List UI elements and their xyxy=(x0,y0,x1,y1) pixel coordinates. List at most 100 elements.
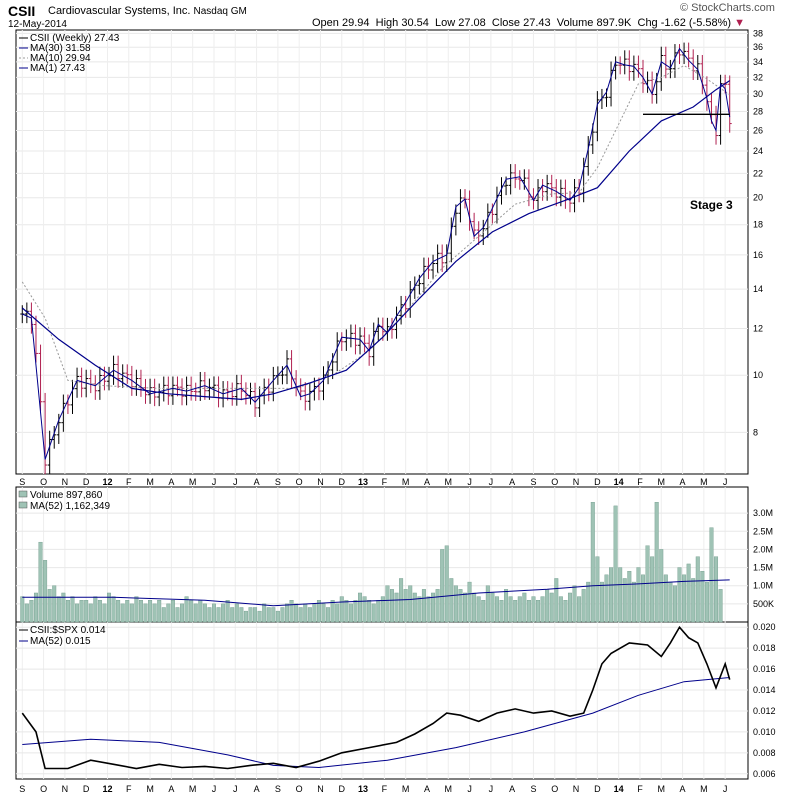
volume-legend-swatch xyxy=(18,501,28,509)
volume-bar xyxy=(709,527,714,623)
volume-bar xyxy=(157,600,162,623)
volume-bar xyxy=(20,596,25,623)
volume-bar xyxy=(289,600,294,623)
x-tick-label: M xyxy=(189,477,197,487)
volume-bar xyxy=(225,600,230,623)
volume-bar xyxy=(609,567,614,623)
x-tick-label: J xyxy=(233,477,238,487)
price-legend-entry: MA(10) 29.94 xyxy=(30,53,91,64)
x-tick-label-bottom: 13 xyxy=(358,784,368,794)
volume-bar xyxy=(294,603,299,623)
volume-bar xyxy=(494,596,499,623)
ratio-ma-line xyxy=(22,677,730,769)
x-tick-label-bottom: J xyxy=(467,784,472,794)
x-tick-label-bottom: N xyxy=(62,784,69,794)
volume-tick-label: 2.5M xyxy=(753,526,773,536)
volume-bar xyxy=(513,600,518,623)
volume-bar xyxy=(184,596,189,623)
x-tick-label-bottom: M xyxy=(146,784,154,794)
volume-tick-label: 1.5M xyxy=(753,563,773,573)
volume-bar xyxy=(631,581,636,623)
price-tick-label: 18 xyxy=(753,220,763,230)
volume-bar xyxy=(230,607,235,623)
open-value: 29.94 xyxy=(341,17,370,29)
exchange-text: Nasdaq GM xyxy=(193,6,247,17)
volume-bar xyxy=(641,574,645,623)
x-tick-label: 12 xyxy=(102,477,112,487)
price-tick-label: 30 xyxy=(753,89,763,99)
volume-label: Volume xyxy=(556,17,594,29)
volume-bar xyxy=(262,603,267,623)
volume-bar xyxy=(636,567,641,623)
x-tick-label-bottom: D xyxy=(594,784,601,794)
x-tick-label-bottom: J xyxy=(212,784,217,794)
volume-bar xyxy=(590,502,595,623)
ratio-legend-entry: MA(52) 0.015 xyxy=(30,636,91,647)
volume-bar xyxy=(599,581,604,623)
volume-bar xyxy=(321,603,326,623)
volume-legend-swatch xyxy=(18,490,28,498)
volume-bar xyxy=(221,603,226,623)
volume-bar xyxy=(88,603,93,623)
volume-bar xyxy=(61,592,66,623)
x-tick-label: M xyxy=(402,477,410,487)
x-tick-label: S xyxy=(19,477,25,487)
volume-value: 897.9K xyxy=(596,17,632,29)
volume-bar xyxy=(56,596,61,623)
x-tick-label-bottom: 12 xyxy=(102,784,112,794)
close-value: 27.43 xyxy=(523,17,551,29)
x-tick-label-bottom: M xyxy=(402,784,410,794)
volume-bar xyxy=(604,574,609,623)
volume-bar xyxy=(440,549,445,623)
volume-bar xyxy=(695,556,700,623)
price-tick-label: 12 xyxy=(753,324,763,334)
stage-annotation: Stage 3 xyxy=(690,198,733,212)
volume-bar xyxy=(650,556,655,623)
price-tick-label: 8 xyxy=(753,427,758,437)
x-tick-label: S xyxy=(530,477,536,487)
x-tick-label-bottom: A xyxy=(254,784,260,794)
date-label: 12-May-2014 xyxy=(8,19,67,30)
volume-bar xyxy=(266,607,271,623)
volume-bar xyxy=(134,596,139,623)
volume-bar xyxy=(526,600,531,623)
volume-bar xyxy=(677,567,682,623)
chg-label: Chg xyxy=(637,17,658,29)
volume-bar xyxy=(426,596,431,623)
volume-bar xyxy=(125,600,130,623)
volume-bar xyxy=(148,600,153,623)
x-tick-label-bottom: O xyxy=(296,784,303,794)
x-tick-label-bottom: F xyxy=(382,784,388,794)
volume-bar xyxy=(371,603,376,623)
price-tick-label: 32 xyxy=(753,72,763,82)
x-tick-label: J xyxy=(723,477,728,487)
volume-bar xyxy=(453,585,458,623)
ratio-legend-entry: CSII:$SPX 0.014 xyxy=(30,625,106,636)
ratio-tick-label: 0.018 xyxy=(753,643,776,653)
price-legend-entry: MA(1) 27.43 xyxy=(30,63,85,74)
volume-bar xyxy=(435,589,440,623)
x-tick-label: J xyxy=(467,477,472,487)
volume-bar xyxy=(563,600,568,623)
volume-bar xyxy=(271,607,276,623)
volume-bar xyxy=(376,600,381,623)
x-tick-label: D xyxy=(339,477,346,487)
x-tick-label: A xyxy=(254,477,260,487)
price-tick-label: 16 xyxy=(753,250,763,260)
x-tick-label: N xyxy=(62,477,69,487)
volume-bar xyxy=(326,607,331,623)
volume-bar xyxy=(75,603,80,623)
volume-bar xyxy=(239,607,244,623)
ratio-tick-label: 0.012 xyxy=(753,706,776,716)
volume-bar xyxy=(234,603,239,623)
volume-bar xyxy=(577,596,582,623)
volume-bar xyxy=(622,578,627,623)
volume-bar xyxy=(567,592,572,623)
volume-bar xyxy=(138,600,143,623)
volume-bar xyxy=(522,592,527,623)
volume-tick-label: 3.0M xyxy=(753,508,773,518)
x-tick-label-bottom: O xyxy=(40,784,47,794)
volume-bar xyxy=(29,600,34,623)
volume-bar xyxy=(508,596,513,623)
